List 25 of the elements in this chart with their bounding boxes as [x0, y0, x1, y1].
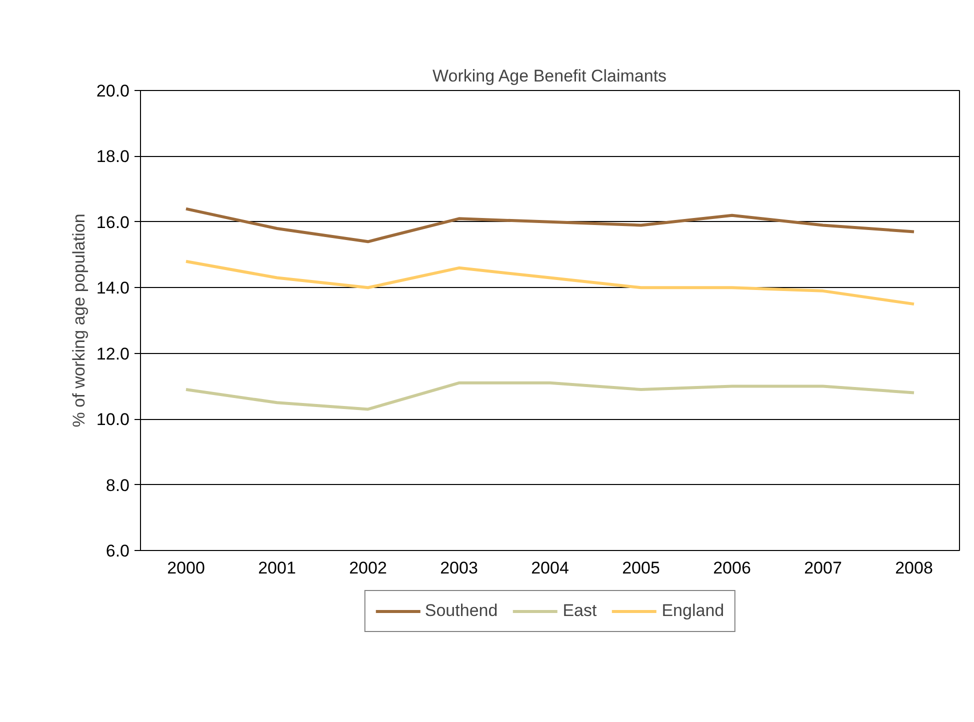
x-tick-label: 2004 — [531, 558, 569, 578]
y-tick-label: 6.0 — [106, 542, 130, 560]
x-tick-label: 2007 — [804, 558, 842, 578]
y-tick-label: 12.0 — [96, 344, 130, 364]
x-tick-label: 2001 — [258, 558, 296, 578]
x-tick-label: 2003 — [440, 558, 478, 578]
y-tick-label: 20.0 — [96, 82, 130, 100]
y-tick-label: 10.0 — [96, 410, 130, 430]
chart-title: Working Age Benefit Claimants — [432, 66, 667, 86]
legend-label: East — [562, 601, 597, 621]
line-series — [184, 260, 916, 306]
x-tick-label: 2005 — [622, 558, 660, 578]
legend-label: England — [662, 601, 724, 621]
x-tick-label: 2002 — [349, 558, 387, 578]
legend-label: Southend — [424, 601, 498, 621]
y-axis-title: % of working age population — [69, 214, 88, 428]
x-tick-label: 2000 — [167, 558, 205, 578]
line-series — [184, 381, 916, 411]
line-series — [184, 207, 916, 244]
y-tick-label: 16.0 — [96, 212, 130, 232]
y-tick-label: 14.0 — [96, 278, 130, 298]
y-tick-label: 8.0 — [106, 476, 130, 495]
x-tick-label: 2008 — [895, 558, 933, 578]
y-tick-label: 18.0 — [96, 147, 130, 166]
x-tick-label: 2006 — [713, 558, 751, 578]
